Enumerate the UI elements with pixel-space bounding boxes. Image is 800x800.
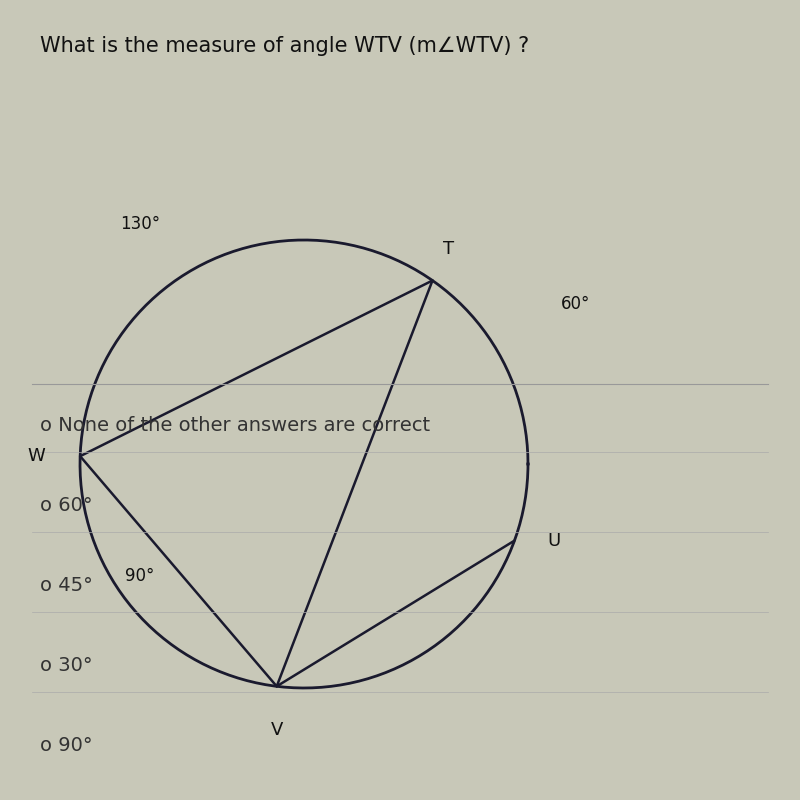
Text: U: U [548,532,561,550]
Bar [0,384,800,800]
Text: T: T [443,239,454,258]
Text: o 45°: o 45° [40,576,93,595]
Text: o 30°: o 30° [40,656,93,675]
Text: o 60°: o 60° [40,496,93,515]
Text: 60°: 60° [562,295,590,313]
Text: o 90°: o 90° [40,736,93,755]
Text: 130°: 130° [120,215,160,233]
Text: What is the measure of angle WTV (m∠WTV) ?: What is the measure of angle WTV (m∠WTV)… [40,36,530,56]
Text: o None of the other answers are correct: o None of the other answers are correct [40,416,430,435]
Text: 90°: 90° [126,567,154,585]
Text: V: V [270,722,283,739]
Text: W: W [27,447,45,465]
